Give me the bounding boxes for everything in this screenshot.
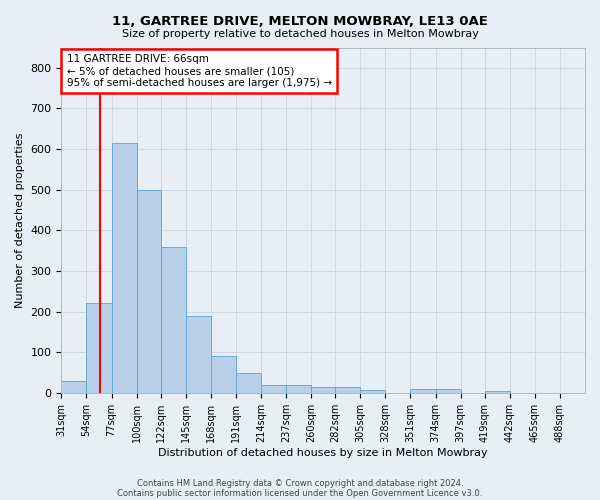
Bar xyxy=(410,389,436,393)
Bar xyxy=(236,372,261,393)
Bar xyxy=(112,143,137,393)
Text: Contains public sector information licensed under the Open Government Licence v3: Contains public sector information licen… xyxy=(118,488,482,498)
Bar xyxy=(86,304,112,393)
Bar xyxy=(311,387,335,393)
Bar xyxy=(436,389,461,393)
Bar xyxy=(286,384,311,393)
Text: Contains HM Land Registry data © Crown copyright and database right 2024.: Contains HM Land Registry data © Crown c… xyxy=(137,478,463,488)
Text: Size of property relative to detached houses in Melton Mowbray: Size of property relative to detached ho… xyxy=(122,29,478,39)
Text: 11, GARTREE DRIVE, MELTON MOWBRAY, LE13 0AE: 11, GARTREE DRIVE, MELTON MOWBRAY, LE13 … xyxy=(112,15,488,28)
Bar xyxy=(261,384,286,393)
Text: 11 GARTREE DRIVE: 66sqm
← 5% of detached houses are smaller (105)
95% of semi-de: 11 GARTREE DRIVE: 66sqm ← 5% of detached… xyxy=(67,54,332,88)
Bar xyxy=(211,356,236,393)
Bar xyxy=(186,316,211,393)
X-axis label: Distribution of detached houses by size in Melton Mowbray: Distribution of detached houses by size … xyxy=(158,448,488,458)
Bar xyxy=(161,248,186,393)
Bar xyxy=(360,390,385,393)
Bar xyxy=(61,380,86,393)
Bar xyxy=(485,391,510,393)
Y-axis label: Number of detached properties: Number of detached properties xyxy=(15,132,25,308)
Bar xyxy=(335,387,360,393)
Bar xyxy=(137,190,161,393)
